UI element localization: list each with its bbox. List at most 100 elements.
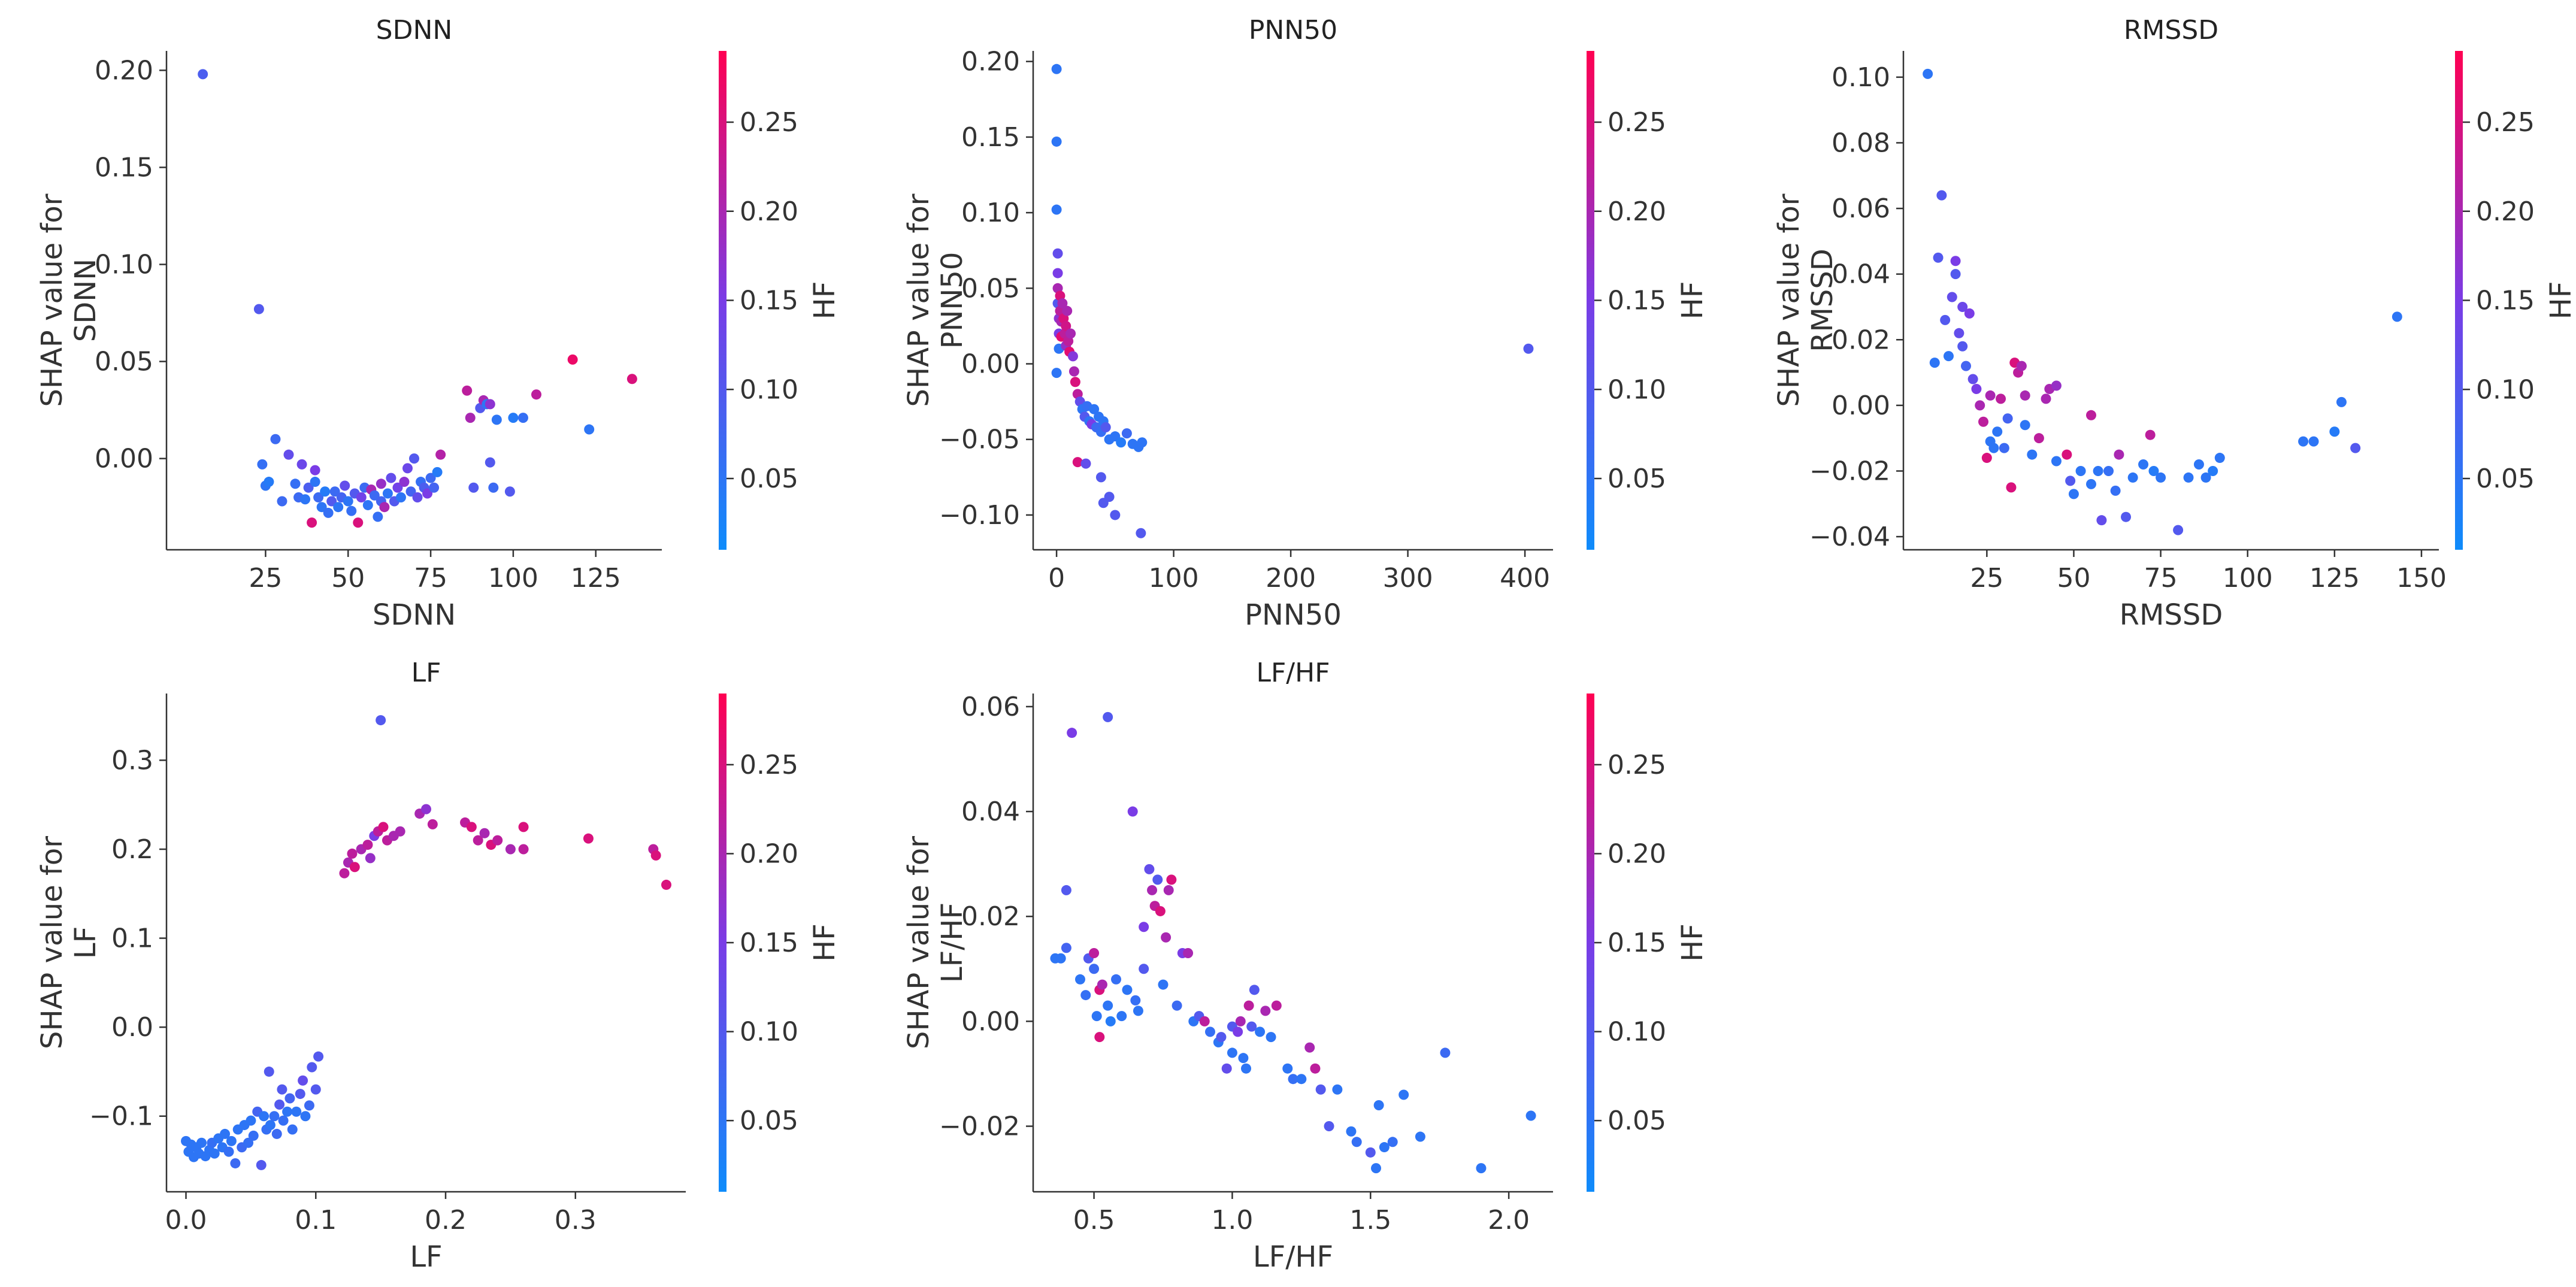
y-tick-label: 0.06	[1832, 193, 1890, 224]
colorbar-tick-label: 0.15	[1608, 286, 1666, 316]
data-point	[2020, 420, 2030, 431]
colorbar-label: HF	[2544, 281, 2576, 320]
data-point	[422, 488, 433, 499]
data-point	[1960, 361, 1971, 371]
data-point	[1072, 457, 1083, 468]
x-tick-label: 400	[1500, 563, 1550, 593]
data-point	[1067, 351, 1078, 362]
data-point	[1221, 1063, 1232, 1074]
colorbar-label: HF	[808, 923, 841, 962]
data-point	[287, 1124, 298, 1135]
data-point	[2062, 449, 2072, 460]
chart-title: RMSSD	[2124, 15, 2218, 46]
data-point	[1971, 383, 1982, 394]
y-tick-label: 0.04	[961, 797, 1020, 827]
y-tick-label: 0.00	[95, 444, 153, 474]
data-point	[2336, 396, 2347, 407]
x-tick-label: 100	[1149, 563, 1199, 593]
data-point	[1089, 404, 1100, 414]
data-point	[505, 844, 516, 855]
data-point	[223, 1146, 234, 1157]
data-point	[1216, 1032, 1227, 1043]
chart-title: LF	[411, 658, 441, 688]
data-point	[425, 473, 436, 483]
data-point	[466, 822, 477, 832]
data-point	[427, 819, 438, 829]
data-point	[1163, 885, 1174, 895]
data-point	[290, 479, 301, 489]
data-point	[230, 1158, 241, 1168]
data-point	[650, 850, 661, 861]
data-point	[2051, 456, 2062, 467]
data-point	[300, 494, 311, 505]
x-tick-label: 50	[2057, 563, 2090, 593]
colorbar-tick-label: 0.20	[740, 196, 798, 227]
data-point	[274, 1099, 285, 1110]
data-point	[1110, 510, 1121, 520]
colorbar	[1587, 694, 1594, 1192]
data-point	[1080, 990, 1091, 1001]
data-point	[1095, 472, 1106, 483]
data-point	[313, 1051, 324, 1062]
data-point	[257, 459, 268, 470]
data-point	[1122, 985, 1133, 995]
data-point	[264, 1066, 274, 1077]
y-tick-label: 0.0	[111, 1012, 153, 1043]
data-point	[2051, 380, 2062, 391]
data-point	[1166, 874, 1177, 885]
data-point	[349, 862, 360, 873]
colorbar	[2455, 51, 2463, 550]
colorbar-tick-label: 0.05	[1608, 464, 1666, 494]
data-point	[1399, 1089, 1409, 1100]
data-point	[2006, 482, 2017, 493]
chart-title: PNN50	[1249, 15, 1337, 46]
data-point	[343, 496, 353, 507]
data-point	[1052, 248, 1063, 259]
data-point	[1067, 728, 1077, 738]
data-point	[2350, 443, 2361, 453]
data-point	[1144, 864, 1155, 874]
data-point	[1249, 985, 1260, 995]
y-tick-label: 0.02	[961, 901, 1020, 932]
colorbar-tick-label: 0.05	[740, 464, 798, 494]
data-point	[2027, 449, 2038, 460]
data-point	[1089, 948, 1100, 959]
data-point	[310, 477, 320, 487]
colorbar-tick-label: 0.10	[740, 374, 798, 405]
x-tick-label: 0	[1048, 563, 1065, 593]
data-point	[1051, 63, 1062, 74]
data-point	[1065, 328, 1076, 339]
colorbar-tick-label: 0.15	[740, 928, 798, 958]
data-point	[1233, 1026, 1243, 1037]
data-point	[253, 304, 264, 314]
data-point	[2173, 525, 2184, 535]
y-tick-label: 0.10	[1832, 62, 1890, 93]
colorbar-tick-label: 0.20	[740, 838, 798, 869]
data-point	[1246, 1021, 1257, 1032]
data-point	[1324, 1121, 1334, 1132]
data-point	[429, 482, 440, 493]
data-point	[313, 492, 324, 502]
data-point	[373, 511, 383, 522]
data-point	[1235, 1016, 1246, 1026]
colorbar	[719, 694, 727, 1192]
data-point	[1199, 1016, 1210, 1026]
data-point	[1988, 443, 1999, 453]
data-point	[296, 459, 307, 470]
data-point	[339, 868, 350, 879]
data-point	[1137, 437, 1148, 448]
y-tick-label: 0.2	[111, 834, 153, 865]
colorbar-label: HF	[1676, 923, 1709, 962]
data-point	[1111, 974, 1122, 985]
data-point	[270, 434, 281, 444]
data-point	[1243, 1000, 1254, 1011]
data-point	[295, 1089, 305, 1100]
data-point	[378, 822, 389, 832]
data-point	[2148, 465, 2159, 476]
colorbar-tick-label: 0.25	[1608, 107, 1666, 138]
data-point	[356, 492, 367, 502]
data-point	[310, 465, 320, 476]
data-point	[284, 1093, 295, 1104]
y-tick-label: 0.15	[961, 122, 1020, 153]
